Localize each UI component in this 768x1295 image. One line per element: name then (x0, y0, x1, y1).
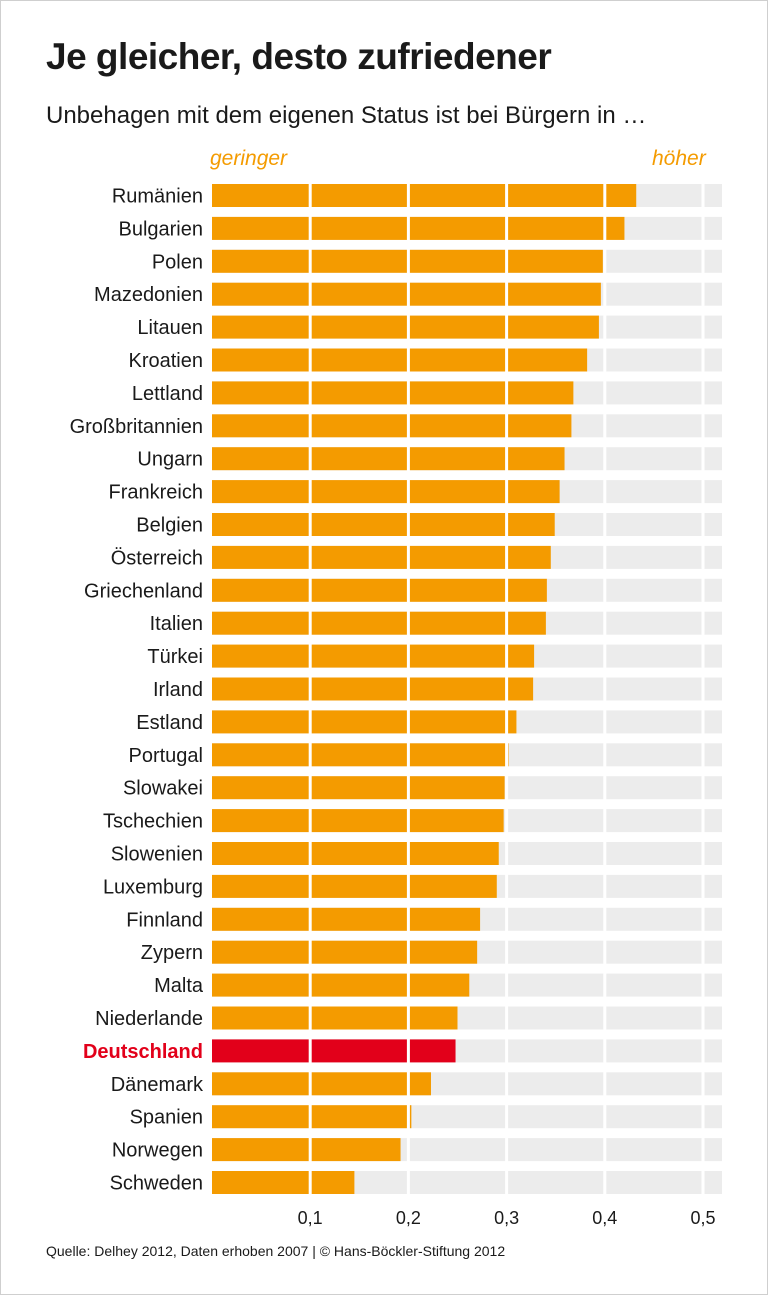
bar (212, 611, 546, 635)
category-label: Bulgarien (118, 218, 203, 240)
x-tick-label: 0,5 (690, 1208, 715, 1228)
bar (212, 480, 560, 504)
category-label: Italien (150, 613, 203, 635)
bar (212, 973, 470, 997)
category-label: Finnland (126, 909, 203, 931)
category-label: Estland (136, 712, 203, 734)
x-tick-label: 0,2 (396, 1208, 421, 1228)
source-note: Quelle: Delhey 2012, Daten erhoben 2007 … (46, 1243, 506, 1259)
category-label: Griechenland (84, 580, 203, 602)
bar (212, 545, 551, 569)
bar (212, 677, 534, 701)
category-label: Slowenien (111, 844, 203, 866)
chart-subtitle: Unbehagen mit dem eigenen Status ist bei… (46, 102, 647, 129)
category-label: Belgien (136, 515, 203, 537)
bar (212, 447, 565, 471)
category-label: Ungarn (137, 449, 203, 471)
category-label: Slowakei (123, 778, 203, 800)
category-label: Kroatien (129, 350, 204, 372)
bar (212, 1006, 458, 1030)
bar (212, 282, 601, 306)
bar (212, 940, 478, 964)
category-label: Malta (154, 975, 204, 997)
bar (212, 1171, 355, 1194)
category-label: Niederlande (95, 1008, 203, 1030)
bar (212, 513, 555, 536)
bar (212, 315, 599, 339)
category-label: Mazedonien (94, 284, 203, 306)
bar (212, 907, 481, 931)
category-label: Litauen (137, 317, 203, 339)
bar (212, 644, 535, 668)
category-label: Luxemburg (103, 876, 203, 898)
bar (212, 743, 509, 767)
page-title: Je gleicher, desto zufriedener (46, 36, 552, 77)
category-label: Frankreich (109, 482, 203, 504)
category-label: Lettland (132, 383, 203, 405)
bar (212, 842, 499, 865)
bar (212, 348, 588, 372)
category-label: Türkei (147, 646, 203, 668)
category-label: Portugal (129, 745, 204, 767)
x-tick-label: 0,3 (494, 1208, 519, 1228)
bar (212, 184, 637, 207)
bar (212, 809, 504, 833)
category-label: Schweden (110, 1173, 203, 1195)
scale-label-high: höher (652, 147, 706, 170)
category-label: Rumänien (112, 186, 203, 208)
bar (212, 776, 505, 800)
category-label: Spanien (130, 1107, 203, 1129)
category-label: Großbritannien (70, 416, 203, 438)
bar (212, 216, 625, 240)
bar (212, 414, 572, 438)
bar-highlight (212, 1039, 456, 1063)
category-label: Norwegen (112, 1140, 203, 1162)
x-tick-label: 0,4 (592, 1208, 617, 1228)
scale-label-low: geringer (210, 147, 288, 170)
category-label: Irland (153, 679, 203, 701)
bar (212, 874, 497, 898)
bar (212, 1072, 431, 1096)
bar (212, 578, 547, 602)
category-label: Dänemark (111, 1074, 204, 1096)
category-label: Polen (152, 251, 203, 273)
bar (212, 381, 574, 405)
category-label: Österreich (111, 547, 203, 569)
x-tick-label: 0,1 (298, 1208, 323, 1228)
category-label: Deutschland (83, 1041, 203, 1063)
category-label: Tschechien (103, 811, 203, 833)
bar (212, 1138, 401, 1162)
category-label: Zypern (141, 942, 203, 964)
bar (212, 710, 517, 734)
